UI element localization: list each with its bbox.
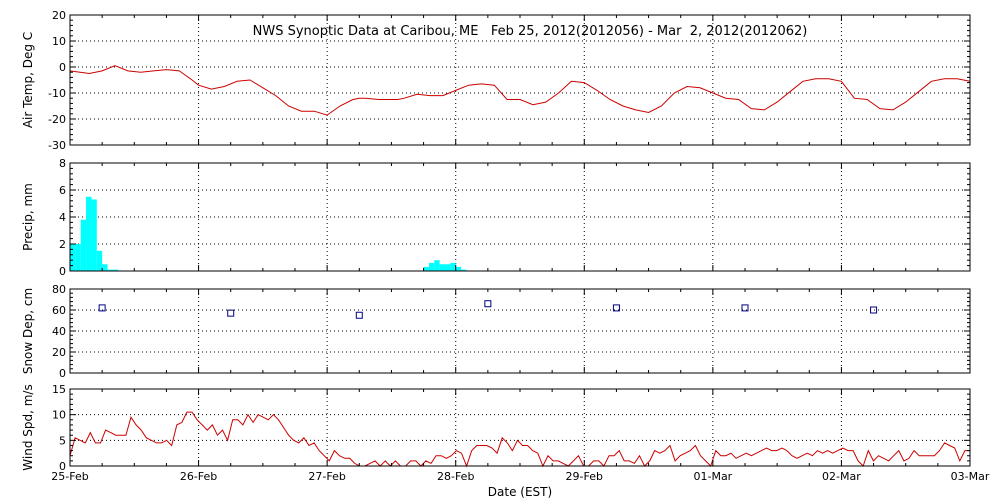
y-tick-label: 0 bbox=[59, 367, 66, 380]
y-tick-label: 80 bbox=[52, 283, 66, 296]
tick-layer bbox=[69, 14, 971, 467]
y-tick-label: 6 bbox=[59, 184, 66, 197]
precip-bar bbox=[423, 266, 429, 271]
x-tick-label: 26-Feb bbox=[180, 470, 217, 483]
y-tick-label: 10 bbox=[52, 35, 66, 48]
precip-bar bbox=[80, 219, 87, 271]
precip-bar bbox=[102, 264, 108, 271]
snow-depth-point bbox=[484, 300, 492, 308]
data-layer bbox=[69, 65, 971, 468]
y-axis-title-snow-depth: Snow Dep, cm bbox=[21, 288, 35, 374]
y-tick-label: -20 bbox=[48, 113, 66, 126]
y-tick-label: 10 bbox=[52, 409, 66, 422]
x-tick-label: 01-Mar bbox=[693, 470, 732, 483]
precip-bar bbox=[461, 269, 467, 271]
y-tick-label: 60 bbox=[52, 304, 66, 317]
precip-bar bbox=[428, 262, 435, 271]
frame-layer bbox=[69, 14, 971, 467]
y-tick-label: 40 bbox=[52, 325, 66, 338]
y-tick-label: 15 bbox=[52, 383, 66, 396]
precip-bar bbox=[445, 264, 451, 271]
snow-depth-point bbox=[612, 304, 620, 312]
y-tick-label: 0 bbox=[59, 460, 66, 473]
x-tick-label: 27-Feb bbox=[308, 470, 345, 483]
x-tick-label: 28-Feb bbox=[437, 470, 474, 483]
y-tick-label: 4 bbox=[59, 211, 66, 224]
series-line-wind-speed bbox=[69, 411, 970, 468]
y-tick-label: 20 bbox=[52, 346, 66, 359]
y-tick-label: 0 bbox=[59, 61, 66, 74]
snow-depth-point bbox=[741, 304, 749, 312]
chart-title: NWS Synoptic Data at Caribou, ME Feb 25,… bbox=[253, 24, 808, 39]
y-tick-label: 20 bbox=[52, 9, 66, 22]
x-tick-label: 03-Mar bbox=[951, 470, 990, 483]
precip-bar bbox=[450, 262, 456, 271]
x-tick-label: 29-Feb bbox=[566, 470, 603, 483]
precip-bar bbox=[112, 269, 119, 271]
snow-depth-point bbox=[98, 304, 106, 312]
snow-depth-point bbox=[355, 311, 363, 319]
precip-bar bbox=[91, 199, 97, 271]
grid-layer bbox=[70, 15, 970, 466]
snow-depth-point bbox=[227, 309, 235, 317]
y-tick-label: 8 bbox=[59, 157, 66, 170]
y-tick-label: 0 bbox=[59, 265, 66, 278]
y-tick-label: 5 bbox=[59, 434, 66, 447]
x-tick-label: 25-Feb bbox=[51, 470, 88, 483]
y-axis-title-wind-speed: Wind Spd, m/s bbox=[21, 384, 35, 470]
precip-bar bbox=[96, 250, 103, 271]
y-tick-label: -30 bbox=[48, 139, 66, 152]
label-layer: 25-Feb 26-Feb 27-Feb 28-Feb 29-Feb 01-Mar 02-M… bbox=[21, 9, 990, 483]
precip-bar bbox=[107, 269, 113, 271]
precip-bar bbox=[439, 264, 446, 271]
y-axis-title-precip: Precip, mm bbox=[21, 183, 35, 251]
snow-depth-point bbox=[870, 306, 878, 314]
x-axis-title: Date (EST) bbox=[488, 485, 552, 499]
y-axis-title-air-temp: Air Temp, Deg C bbox=[21, 32, 35, 128]
precip-bar bbox=[70, 244, 76, 271]
y-tick-label: 2 bbox=[59, 238, 66, 251]
precip-bar bbox=[455, 266, 462, 271]
precip-bar bbox=[434, 260, 440, 271]
x-tick-label: 02-Mar bbox=[822, 470, 861, 483]
y-tick-label: -10 bbox=[48, 87, 66, 100]
precip-bar bbox=[86, 196, 92, 271]
series-line-air-temp bbox=[69, 65, 971, 116]
precip-bar bbox=[75, 244, 81, 271]
